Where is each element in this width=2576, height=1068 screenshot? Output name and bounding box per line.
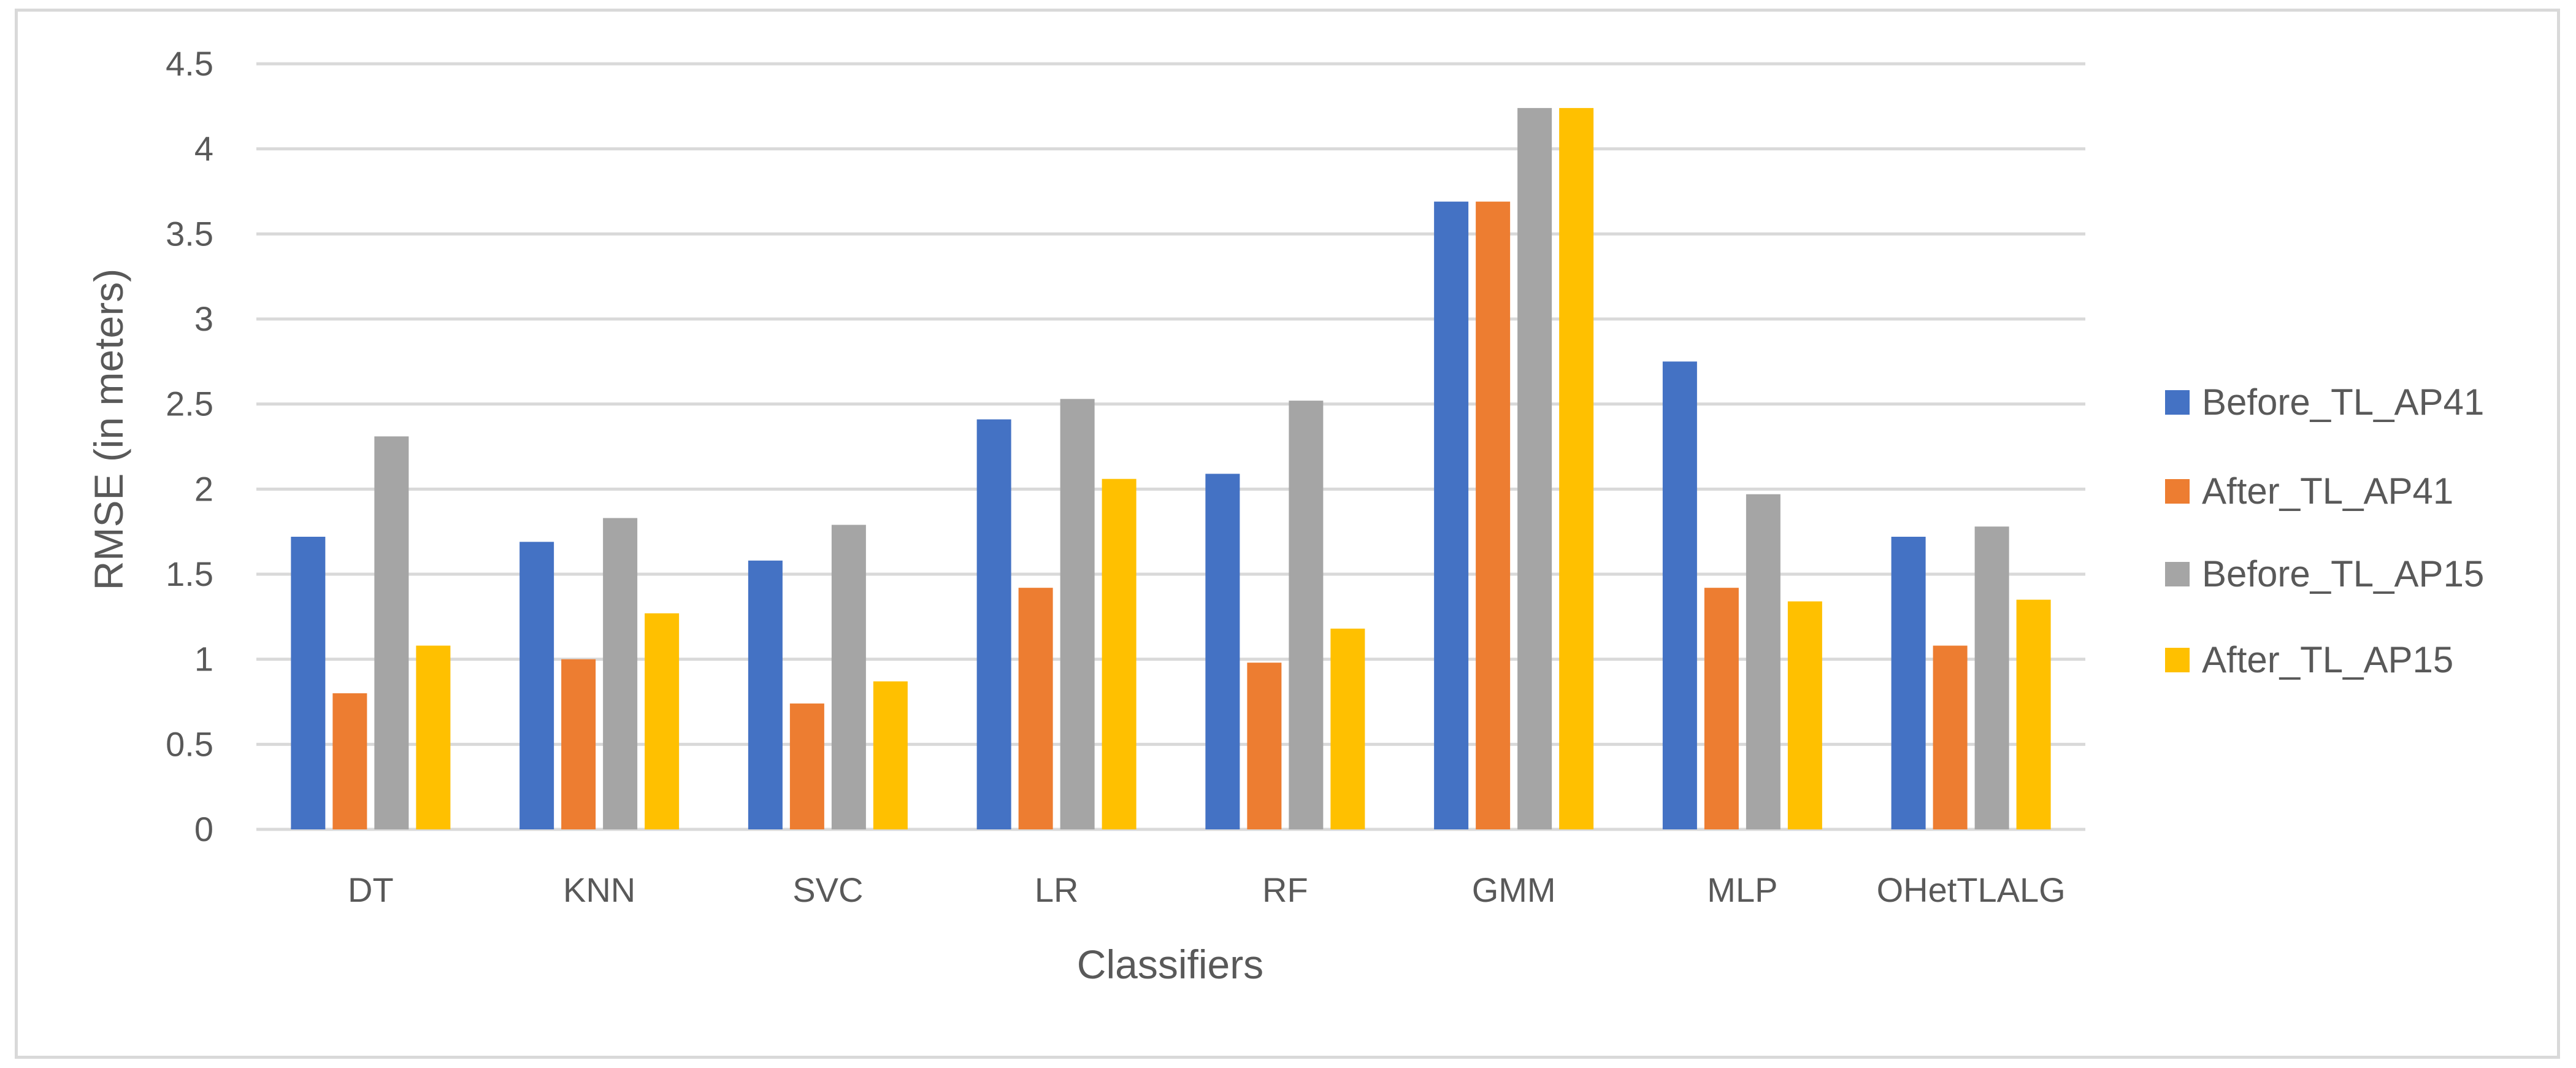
x-tick-label: GMM — [1472, 870, 1556, 909]
bar-After_TL_AP41-DT — [332, 693, 367, 829]
y-tick-label: 0 — [194, 810, 213, 848]
x-tick-label: LR — [1035, 870, 1079, 909]
legend-label: Before_TL_AP41 — [2202, 382, 2484, 423]
bar-Before_TL_AP41-LR — [976, 419, 1011, 829]
bar-After_TL_AP15-SVC — [873, 681, 908, 829]
x-tick-label: SVC — [792, 870, 863, 909]
bar-Before_TL_AP41-GMM — [1434, 201, 1469, 829]
bar-After_TL_AP15-MLP — [1787, 601, 1822, 829]
bar-After_TL_AP41-GMM — [1476, 201, 1511, 829]
y-tick-label: 3 — [194, 299, 213, 338]
legend-label: After_TL_AP41 — [2202, 471, 2453, 512]
bar-Before_TL_AP15-SVC — [831, 524, 866, 829]
bar-Before_TL_AP41-OHetTLALG — [1891, 536, 1926, 829]
bar-After_TL_AP15-LR — [1102, 478, 1137, 829]
bar-After_TL_AP15-KNN — [645, 613, 680, 829]
y-tick-label: 1.5 — [166, 555, 213, 593]
bar-After_TL_AP41-LR — [1018, 588, 1053, 829]
bar-After_TL_AP41-RF — [1247, 663, 1282, 829]
bar-Before_TL_AP15-OHetTLALG — [1974, 526, 2009, 829]
x-tick-label: RF — [1262, 870, 1308, 909]
x-tick-labels: DT KNN SVC LR RF GMM MLP OHetTLALG — [348, 870, 2066, 909]
legend-swatch-After_TL_AP41 — [2165, 479, 2190, 504]
x-tick-label: OHetTLALG — [1877, 870, 2066, 909]
bar-After_TL_AP15-DT — [416, 645, 451, 829]
legend-label: Before_TL_AP15 — [2202, 553, 2484, 594]
y-axis-title: RMSE (in meters) — [86, 269, 131, 590]
bar-After_TL_AP15-GMM — [1559, 108, 1594, 829]
x-axis-title: Classifiers — [1077, 942, 1263, 987]
bar-Before_TL_AP15-KNN — [603, 518, 638, 829]
bar-Before_TL_AP15-GMM — [1517, 108, 1552, 829]
bar-After_TL_AP15-OHetTLALG — [2016, 599, 2051, 829]
bar-Before_TL_AP41-RF — [1205, 474, 1240, 829]
bar-After_TL_AP41-SVC — [789, 703, 824, 829]
legend: Before_TL_AP41 After_TL_AP41 Before_TL_AP1… — [2165, 382, 2484, 680]
y-tick-labels: 0 0.5 1 1.5 2 2.5 3 3.5 4 4.5 — [166, 44, 213, 848]
y-tick-label: 4.5 — [166, 44, 213, 83]
y-tick-label: 1 — [194, 640, 213, 678]
bar-After_TL_AP41-MLP — [1704, 588, 1739, 829]
x-tick-label: DT — [348, 870, 394, 909]
legend-swatch-After_TL_AP15 — [2165, 648, 2190, 672]
legend-swatch-Before_TL_AP15 — [2165, 562, 2190, 586]
gridlines — [256, 62, 2085, 831]
chart-frame — [15, 9, 2560, 1059]
y-tick-label: 0.5 — [166, 724, 213, 763]
x-tick-label: MLP — [1707, 870, 1777, 909]
y-tick-label: 2 — [194, 469, 213, 508]
y-tick-label: 2.5 — [166, 385, 213, 423]
bar-After_TL_AP41-OHetTLALG — [1933, 645, 1968, 829]
bar-Before_TL_AP41-KNN — [519, 542, 554, 829]
legend-swatch-Before_TL_AP41 — [2165, 390, 2190, 415]
y-tick-label: 3.5 — [166, 214, 213, 253]
bar-Before_TL_AP15-RF — [1289, 401, 1324, 829]
bar-After_TL_AP15-RF — [1330, 628, 1365, 829]
bar-Before_TL_AP15-DT — [374, 436, 409, 829]
bar-Before_TL_AP15-LR — [1060, 399, 1095, 829]
bar-Before_TL_AP41-MLP — [1662, 361, 1697, 829]
x-tick-label: KNN — [563, 870, 635, 909]
bars — [291, 108, 2051, 829]
bar-Before_TL_AP41-DT — [291, 536, 326, 829]
bar-After_TL_AP41-KNN — [561, 659, 596, 829]
bar-Before_TL_AP15-MLP — [1746, 494, 1781, 829]
bar-Before_TL_AP41-SVC — [748, 560, 783, 829]
legend-label: After_TL_AP15 — [2202, 639, 2453, 680]
y-tick-label: 4 — [194, 129, 213, 168]
